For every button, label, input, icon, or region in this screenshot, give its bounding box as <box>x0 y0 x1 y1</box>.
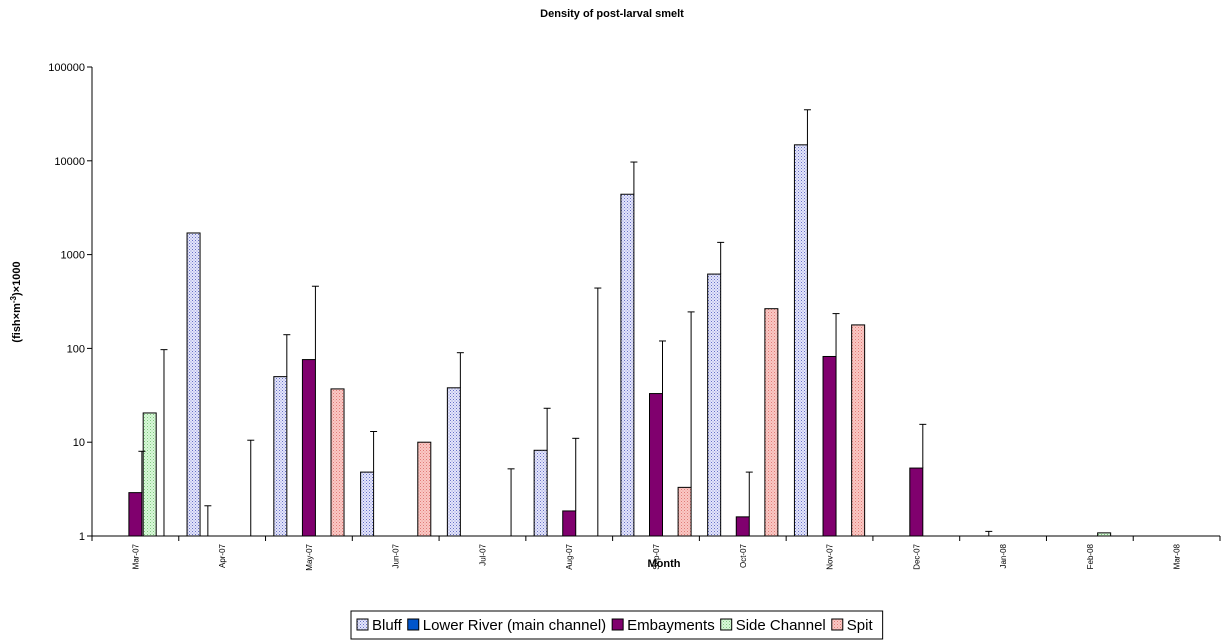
bar-spit <box>417 441 432 537</box>
svg-text:(fish×m-3)×1000: (fish×m-3)×1000 <box>9 261 23 342</box>
legend-label-embayments: Embayments <box>627 617 715 634</box>
x-tick-label: Jun-07 <box>392 543 401 568</box>
legend-swatch-lower-river-main-channel <box>407 618 420 631</box>
x-tick-label: May-07 <box>305 543 314 570</box>
x-tick-label: Jan-08 <box>999 543 1008 568</box>
y-axis-title-sup: -3 <box>9 295 18 303</box>
bar-embayments <box>128 492 143 537</box>
bar-bluff <box>360 471 375 537</box>
x-tick-label: Sep-07 <box>652 543 661 569</box>
bar-bluff <box>707 273 722 537</box>
x-tick-label: Aug-07 <box>565 543 574 569</box>
bar-spit <box>677 486 692 537</box>
y-tick-label: 1000 <box>61 250 85 262</box>
error-bars <box>138 109 993 536</box>
y-tick-label: 100 <box>67 343 85 355</box>
bar-spit <box>851 324 866 537</box>
chart-title: Density of post-larval smelt <box>540 8 684 20</box>
y-tick-label: 10000 <box>54 156 85 168</box>
bar-embayments <box>649 393 663 537</box>
x-tick-label: Nov-07 <box>826 543 835 569</box>
y-ticks: 1 10 100 1000 10000 100000 <box>48 62 92 543</box>
legend: Bluff Lower River (main channel) Embayment… <box>350 610 884 640</box>
legend-label-lower-river-main-channel: Lower River (main channel) <box>423 617 606 634</box>
bar-side-channel <box>142 412 157 537</box>
legend-swatch-spit <box>831 618 844 631</box>
x-tick-label: Dec-07 <box>912 543 921 569</box>
bar-embayments <box>822 355 837 537</box>
bar-spit <box>764 308 779 537</box>
bar-bluff <box>273 376 288 537</box>
x-tick-label: Apr-07 <box>218 543 227 568</box>
x-tick-label: Oct-07 <box>739 543 748 568</box>
x-tick-label: Mar-08 <box>1173 543 1182 569</box>
y-tick-label: 1 <box>79 531 85 543</box>
x-axis-title: Month <box>648 558 681 570</box>
x-tick-label: Jul-07 <box>478 543 487 565</box>
bar-bluff <box>446 387 461 537</box>
legend-swatch-side-channel <box>720 618 733 631</box>
bars <box>128 144 1112 537</box>
bar-spit <box>330 388 345 537</box>
x-tick-label: Mar-07 <box>131 543 140 569</box>
bar-bluff <box>793 144 808 537</box>
y-axis-title-suffix: )×1000 <box>11 261 23 296</box>
legend-label-side-channel: Side Channel <box>736 617 826 634</box>
bar-embayments <box>301 359 316 537</box>
x-ticks: Mar-07 Apr-07 May-07 Jun-07 Jul-07 Aug-07 Sep-… <box>91 536 1221 571</box>
bar-side-channel <box>1097 532 1112 537</box>
legend-swatch-bluff <box>356 618 369 631</box>
bar-embayments <box>562 510 577 537</box>
legend-label-bluff: Bluff <box>372 617 403 634</box>
bar-bluff <box>533 449 548 537</box>
y-axis-title: (fish×m-3)×1000 <box>9 261 23 342</box>
y-tick-label: 10 <box>73 437 85 449</box>
y-axis-title-main: (fish×m <box>11 303 23 343</box>
bar-bluff <box>186 232 201 537</box>
legend-swatch-embayments <box>611 618 624 631</box>
legend-label-spit: Spit <box>847 617 874 634</box>
y-tick-label: 100000 <box>48 62 85 74</box>
x-tick-label: Feb-08 <box>1086 543 1095 569</box>
bar-embayments <box>909 467 924 537</box>
bar-embayments <box>735 516 750 537</box>
bar-bluff <box>620 193 635 537</box>
